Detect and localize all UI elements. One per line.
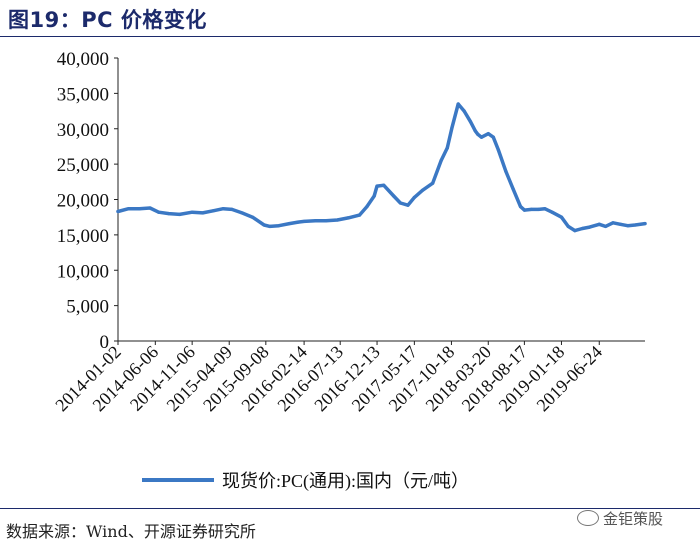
data-point <box>522 208 526 212</box>
data-point <box>398 201 402 205</box>
data-point <box>148 206 152 210</box>
watermark: 金钜策股 <box>577 508 663 529</box>
line-chart: 40,000 35,000 30,000 25,000 20,000 15,000 10,0… <box>51 49 647 492</box>
data-point <box>611 221 615 225</box>
data-point <box>126 207 131 211</box>
data-point <box>167 212 171 216</box>
data-point <box>221 207 225 211</box>
data-point <box>496 148 500 152</box>
data-point <box>230 207 234 212</box>
data-point <box>536 207 541 212</box>
data-point <box>468 120 473 124</box>
y-axis: 40,000 35,000 30,000 25,000 20,000 15,000 10,0… <box>57 49 119 353</box>
data-point <box>137 207 142 211</box>
data-point <box>277 224 281 228</box>
y-tick-label: 0 <box>100 332 110 353</box>
data-point <box>157 210 161 214</box>
data-point <box>588 225 592 229</box>
data-point <box>618 222 623 226</box>
source-note: 数据来源：Wind、开源证券研究所 <box>6 522 256 541</box>
data-point <box>479 135 484 139</box>
data-point <box>365 204 369 209</box>
data-point <box>486 132 490 136</box>
data-point <box>296 220 300 224</box>
data-point <box>491 135 495 139</box>
data-point <box>529 207 533 212</box>
data-point <box>559 215 564 219</box>
data-point <box>178 212 182 216</box>
x-axis: 2014-01-022014-06-062014-11-062015-04-09… <box>51 340 645 415</box>
data-point <box>201 211 205 215</box>
data-point <box>543 207 547 211</box>
data-point <box>603 224 608 228</box>
data-point <box>262 223 266 227</box>
data-point <box>250 215 255 219</box>
y-tick-label: 10,000 <box>57 261 109 282</box>
data-point <box>357 213 362 217</box>
data-point <box>431 181 435 185</box>
data-point <box>313 219 318 223</box>
y-tick-label: 5,000 <box>66 297 109 318</box>
data-point <box>504 169 508 173</box>
data-point <box>268 224 272 228</box>
data-point <box>346 216 350 220</box>
data-point <box>392 194 396 198</box>
data-point <box>375 184 379 188</box>
data-point <box>382 183 386 187</box>
data-point <box>573 229 577 233</box>
data-point <box>456 102 460 106</box>
data-point <box>597 222 601 226</box>
data-point <box>550 210 554 214</box>
data-point <box>450 126 454 130</box>
data-point <box>190 210 194 214</box>
page-title: 图19：PC 价格变化 <box>8 8 207 32</box>
y-tick-label: 15,000 <box>57 226 109 247</box>
data-point <box>518 204 523 209</box>
plot-area <box>116 102 647 233</box>
data-point <box>211 209 215 213</box>
y-tick-label: 25,000 <box>57 155 109 176</box>
y-tick-label: 30,000 <box>57 120 109 141</box>
y-tick-label: 20,000 <box>57 191 109 212</box>
y-tick-label: 35,000 <box>57 84 109 105</box>
data-point <box>406 203 410 207</box>
footer-rule <box>0 508 700 509</box>
data-point <box>566 224 570 228</box>
data-point <box>372 194 376 198</box>
data-point <box>626 224 630 228</box>
wechat-icon <box>577 510 599 526</box>
data-point <box>445 146 449 150</box>
data-point <box>462 109 466 113</box>
data-point <box>439 158 443 163</box>
data-point <box>412 195 416 199</box>
data-point <box>633 223 637 227</box>
data-point <box>476 132 480 137</box>
data-point <box>302 219 306 224</box>
data-point <box>511 187 515 191</box>
data-point <box>335 218 339 222</box>
data-point <box>324 219 328 223</box>
data-point <box>287 221 292 226</box>
title-rule <box>0 36 700 37</box>
series-line <box>116 102 647 233</box>
data-point <box>473 129 477 133</box>
data-point <box>580 226 585 231</box>
data-point <box>643 221 647 226</box>
data-point <box>240 211 244 215</box>
legend-label: 现货价:PC(通用):国内（元/吨） <box>222 471 469 492</box>
watermark-text: 金钜策股 <box>603 510 664 528</box>
legend: 现货价:PC(通用):国内（元/吨） <box>142 471 469 492</box>
data-point <box>116 209 120 214</box>
y-tick-label: 40,000 <box>57 49 109 70</box>
data-point <box>420 188 425 192</box>
